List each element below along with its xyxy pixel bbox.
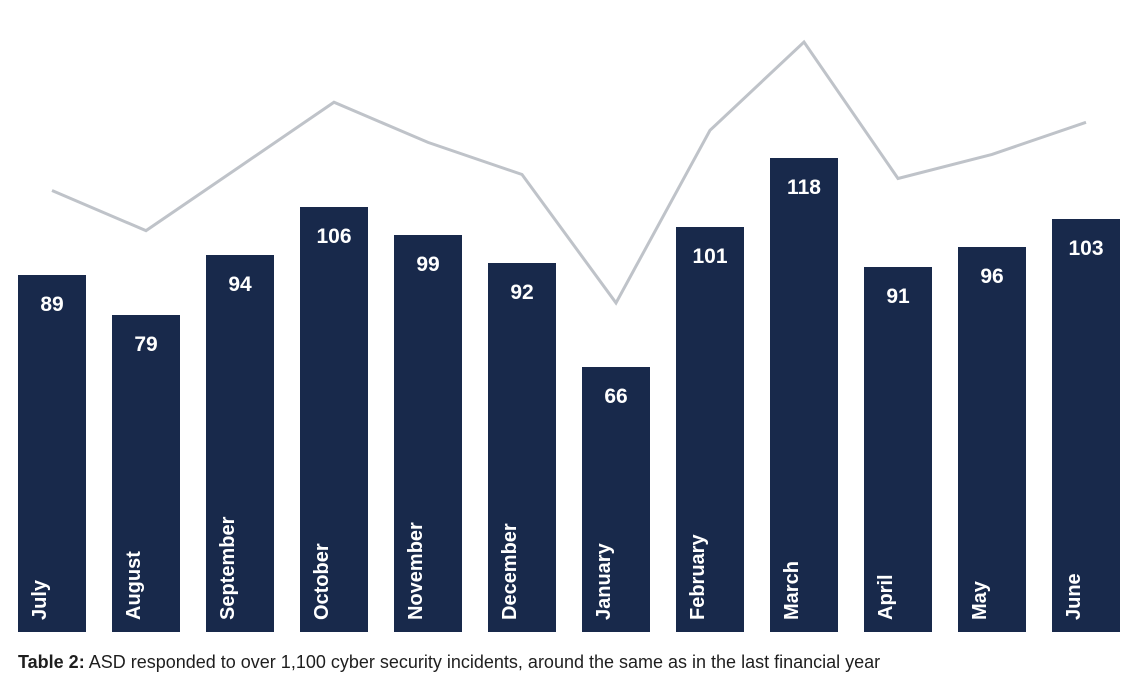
bar-value: 103 xyxy=(1068,237,1103,261)
bar-category-label: May xyxy=(969,581,992,620)
bar-chart: 89 July 79 August 94 September 106 October 99 Nov… xyxy=(18,30,1120,632)
bar: 118 March xyxy=(770,158,838,632)
bar-value: 92 xyxy=(510,281,533,305)
bar-category-label: March xyxy=(781,561,804,620)
caption-text: ASD responded to over 1,100 cyber securi… xyxy=(85,652,880,672)
bar: 94 September xyxy=(206,255,274,632)
bar: 101 February xyxy=(676,227,744,632)
bar-value: 96 xyxy=(980,265,1003,289)
chart-caption: Table 2: ASD responded to over 1,100 cyb… xyxy=(18,652,880,673)
bar-category-label: February xyxy=(687,534,710,620)
trend-line xyxy=(18,30,1120,632)
bar-category-label: January xyxy=(593,543,616,620)
bar-category-label: July xyxy=(29,580,52,620)
bar-category-label: August xyxy=(123,551,146,620)
chart-stage: 89 July 79 August 94 September 106 October 99 Nov… xyxy=(0,0,1139,690)
caption-label: Table 2: xyxy=(18,652,85,672)
bar-value: 66 xyxy=(604,385,627,409)
bar-value: 79 xyxy=(134,333,157,357)
bar: 91 April xyxy=(864,267,932,632)
bar-value: 89 xyxy=(40,293,63,317)
bar: 96 May xyxy=(958,247,1026,632)
bar-category-label: October xyxy=(311,543,334,620)
bar-category-label: December xyxy=(499,523,522,620)
bar-value: 99 xyxy=(416,253,439,277)
bar: 92 December xyxy=(488,263,556,632)
bar: 89 July xyxy=(18,275,86,632)
bar-value: 94 xyxy=(228,273,251,297)
bar-category-label: April xyxy=(875,574,898,620)
bar-category-label: June xyxy=(1063,573,1086,620)
bar: 66 January xyxy=(582,367,650,632)
bar: 103 June xyxy=(1052,219,1120,632)
bar-value: 118 xyxy=(787,176,821,200)
bar: 79 August xyxy=(112,315,180,632)
bar-value: 106 xyxy=(316,225,351,249)
bar: 106 October xyxy=(300,207,368,632)
bar: 99 November xyxy=(394,235,462,632)
bar-category-label: November xyxy=(405,522,428,620)
bar-value: 91 xyxy=(886,285,909,309)
bar-category-label: September xyxy=(217,517,240,620)
bar-value: 101 xyxy=(692,245,727,269)
